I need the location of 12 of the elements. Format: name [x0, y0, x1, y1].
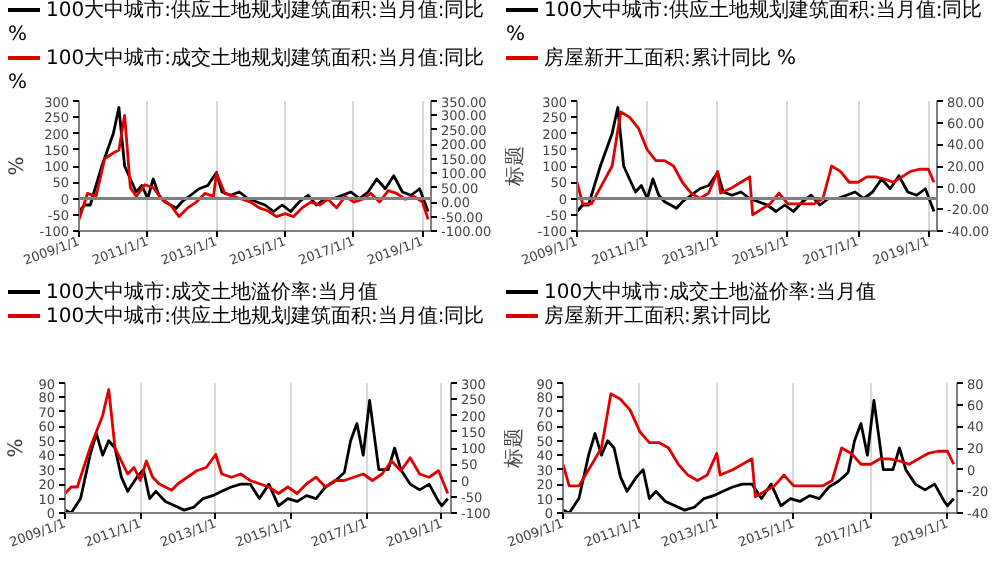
legend-label: 100大中城市:成交土地溢价率:当月值 [542, 282, 876, 305]
y-axis-title: 标题 [503, 146, 528, 188]
y-axis-title: % [7, 156, 30, 176]
y-axis-title: 标题 [502, 428, 527, 470]
legend-label: 100大中城市:成交土地规划建筑面积:当月值:同比 % [8, 48, 487, 96]
line-series [563, 392, 956, 499]
legend-label: 房屋新开工面积:累计同比 % [542, 48, 799, 72]
legend-label: 100大中城市:供应土地规划建筑面积:当月值:同比 [44, 306, 485, 330]
line-series [65, 388, 450, 495]
y-axis-title: % [6, 438, 29, 458]
legend-label: 房屋新开工面积:累计同比 [542, 306, 773, 330]
legend-label: 100大中城市:成交土地溢价率:当月值 [44, 282, 380, 305]
